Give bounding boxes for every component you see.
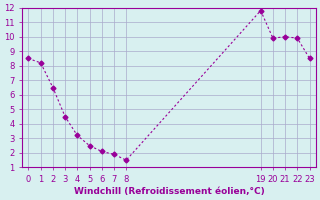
- X-axis label: Windchill (Refroidissement éolien,°C): Windchill (Refroidissement éolien,°C): [74, 187, 264, 196]
